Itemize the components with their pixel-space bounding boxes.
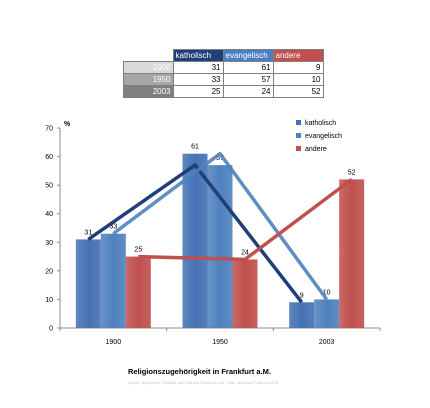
x-tick-label: 1950 [212,339,228,346]
chart-footnote: Quelle: Bürgeramt, Statistik und Wahlen … [128,380,280,385]
x-tick-label: 2003 [319,339,335,346]
data-label: 31 [84,229,92,236]
legend-label-andere: andere [305,146,327,153]
data-table: katholisch evangelisch andere 1900 31 61… [123,49,324,98]
data-label: 57 [216,155,224,162]
data-label: 52 [348,169,356,176]
legend-label-evangelisch: evangelisch [305,133,342,140]
x-tick-label: 1900 [106,339,122,346]
bar-andere [232,259,258,328]
y-tick-label: 50 [45,183,53,190]
data-label: 25 [134,247,142,254]
y-tick-label: 70 [45,126,53,133]
data-label: 61 [191,144,199,151]
table-row-year: 2003 [123,85,174,98]
trend-line-evangelisch [112,151,329,301]
y-tick-label: 40 [45,211,53,218]
data-label: 9 [300,292,304,299]
table-header-evangelisch: evangelisch [222,49,274,62]
legend-swatch-evangelisch [296,133,301,138]
bar-andere [339,179,365,328]
legend-swatch-katholisch [296,120,301,125]
y-tick-label: 10 [45,297,53,304]
legend-swatch-andere [296,146,301,151]
table-header-katholisch: katholisch [172,49,224,62]
trend-line-katholisch [87,163,304,304]
y-tick-label: 60 [45,154,53,161]
chart-title: Religionszugehörigkeit in Frankfurt a.M. [128,367,271,376]
table-cell: 52 [272,85,324,98]
y-tick-label: 0 [49,326,53,333]
y-tick-label: 30 [45,240,53,247]
bar-katholisch [75,239,101,328]
table-row: 2003 25 24 52 [123,85,324,98]
bar-evangelisch [100,233,126,328]
legend-label-katholisch: katholisch [305,120,336,127]
bar-evangelisch [314,299,340,328]
y-axis-label: % [64,121,71,128]
bar-katholisch [182,153,208,328]
trend-line-andere [138,177,353,262]
table-row: 1950 33 57 10 [123,73,324,86]
bar-evangelisch [207,165,233,328]
data-label: 10 [323,289,331,296]
data-label: 33 [109,224,117,231]
data-label: 24 [241,249,249,256]
bar-katholisch [289,302,315,328]
bar-andere [125,256,151,328]
table-cell: 10 [272,73,324,86]
y-tick-label: 20 [45,268,53,275]
